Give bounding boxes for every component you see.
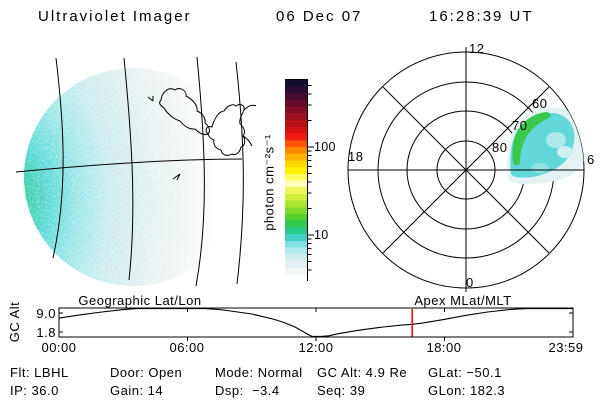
- colorbar-ticks: [308, 85, 314, 271]
- auroral-patch: [507, 107, 584, 185]
- gc-alt-ylabel: GC Alt: [7, 301, 22, 343]
- gc-alt-ytick: 9.0: [36, 306, 56, 321]
- meridian-line: [235, 61, 244, 285]
- status-glat: GLat: −50.1: [428, 365, 502, 380]
- patch-light-fleck: [531, 163, 549, 173]
- meridian-line: [52, 57, 64, 259]
- colorbar-tick-label: 100: [314, 140, 336, 154]
- geographic-image-panel: [15, 56, 257, 287]
- gc-alt-ytick: 1.8: [36, 325, 56, 340]
- mlat-label-80: 80: [492, 140, 508, 155]
- status-seq: Seq: 39: [317, 383, 366, 398]
- patch-light-fleck: [557, 146, 573, 158]
- geographic-grid: [15, 56, 244, 287]
- status-ip: IP: 36.0: [10, 383, 59, 398]
- status-dsp: Dsp: −3.4: [215, 383, 280, 398]
- status-gain: Gain: 14: [110, 383, 164, 398]
- date-label: 06 Dec 07: [276, 8, 363, 25]
- colorbar-unit-label: photon cm⁻²s⁻¹: [261, 134, 277, 231]
- status-door: Door: Open: [110, 365, 183, 380]
- status-gc-alt: GC Alt: 4.9 Re: [317, 365, 408, 380]
- uv-disk-speckle-dark: [24, 68, 242, 286]
- coastline-island: [159, 88, 210, 135]
- latitude-line: [15, 158, 243, 173]
- colorbar-gradient: [285, 79, 308, 281]
- apex-panel-caption: Apex MLat/MLT: [414, 293, 512, 308]
- time-label: 16:28:39 UT: [429, 8, 534, 25]
- status-flt: Flt: LBHL: [10, 365, 69, 380]
- meridian-line: [195, 56, 205, 287]
- mlt-label-18: 18: [348, 149, 364, 164]
- mlat-label-70: 70: [512, 118, 528, 133]
- gc-alt-xtick: 12:00: [298, 340, 334, 355]
- coastline-island: [205, 104, 246, 156]
- patch-green-edge: [512, 112, 551, 166]
- mlt-label-6: 6: [587, 152, 595, 167]
- gc-alt-xtick: 06:00: [169, 340, 205, 355]
- polar-spokes: [348, 47, 584, 292]
- spoke-diag: [382, 86, 550, 254]
- gc-alt-curve: [58, 308, 573, 337]
- gc-alt-xtick: 00:00: [41, 340, 77, 355]
- gc-alt-xtick: 23:59: [548, 340, 584, 355]
- coastline-spur: [242, 104, 257, 147]
- colorbar-tick-label: 10: [314, 228, 329, 242]
- mlat-label-60: 60: [532, 96, 548, 111]
- status-glon: GLon: 182.3: [428, 383, 506, 398]
- gc-alt-plot-frame: [58, 307, 574, 338]
- polar-image-panel: [347, 47, 585, 292]
- status-mode: Mode: Normal: [215, 365, 303, 380]
- gc-alt-axis-ticks: [59, 308, 573, 341]
- gc-alt-strip-chart: [58, 307, 574, 341]
- page-title: Ultraviolet Imager: [38, 8, 192, 25]
- mlt-label-12: 12: [469, 41, 485, 56]
- patch-light-fleck: [546, 132, 566, 148]
- coastline-outline: [147, 88, 257, 181]
- pointer-marker-icon: [147, 96, 181, 181]
- mlt-label-0: 0: [466, 275, 474, 290]
- gc-alt-xtick: 18:00: [426, 340, 462, 355]
- geo-panel-caption: Geographic Lat/Lon: [78, 293, 202, 308]
- meridian-line: [123, 57, 134, 281]
